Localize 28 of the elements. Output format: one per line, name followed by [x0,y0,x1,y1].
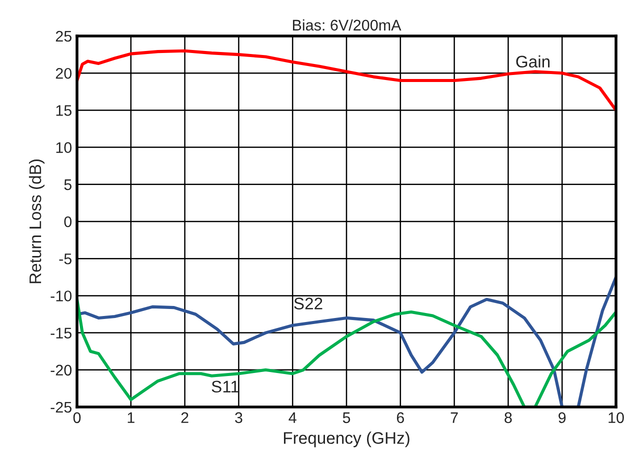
y-tick-label: -10 [50,290,72,302]
line-series [77,49,616,112]
x-tick-label: 2 [181,412,188,423]
x-tick-label: 3 [235,412,242,424]
y-tick-label: -15 [50,328,72,338]
y-tick-label: 15 [56,105,72,116]
x-tick-label: 6 [396,412,404,424]
annotation: S22 [294,298,322,310]
x-tick-label: 8 [504,412,512,424]
x-tick-label: 0 [73,412,81,424]
y-tick-label: 25 [56,30,72,42]
y-tick-label: -5 [59,254,72,264]
x-tick-label: 9 [558,412,566,424]
y-tick-label: -20 [50,364,72,376]
y-tick-label: -25 [50,402,72,413]
x-tick-label: 5 [342,412,350,424]
annotation: Gain [516,55,550,68]
x-tick-label: 10 [608,412,624,424]
y-tick-label: 20 [56,68,72,79]
y-tick-label: 5 [64,179,72,190]
x-tick-label: 1 [128,412,134,423]
x-tick-label: 4 [288,412,296,423]
y-tick-label: 0 [64,216,72,228]
y-axis-title: Return Loss (dB) [28,160,44,284]
chart-title: Bias: 6V/200mA [292,19,402,31]
x-axis-title: Frequency (GHz) [284,432,410,448]
x-tick-label: 7 [450,412,458,423]
y-tick-label: 10 [56,142,72,153]
